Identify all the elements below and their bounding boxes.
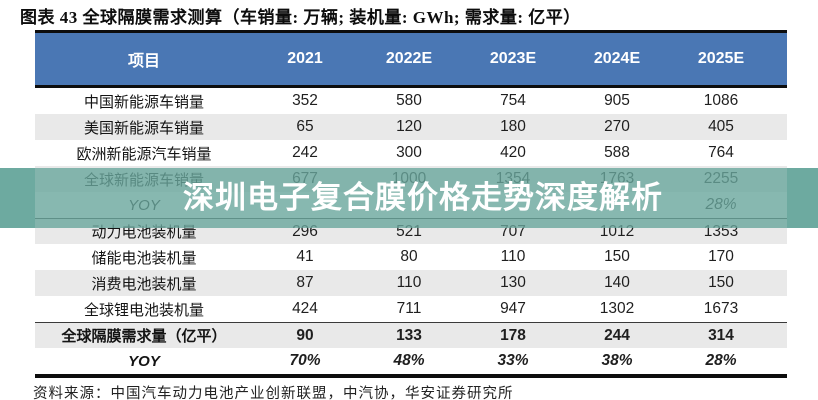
value-cell: 70% bbox=[289, 352, 321, 369]
value-cell: 314 bbox=[708, 326, 734, 344]
table-row: 全球锂电池装机量 424 711 947 1302 1673 bbox=[35, 296, 787, 322]
value-cell: 1086 bbox=[703, 92, 739, 109]
value-cell: 133 bbox=[396, 326, 422, 344]
source-note: 资料来源：中国汽车动力电池产业创新联盟，中汽协，华安证券研究所 bbox=[33, 386, 514, 400]
value-cell: 905 bbox=[604, 92, 630, 109]
table-row: 全球隔膜需求量（亿平） 90 133 178 244 314 bbox=[35, 322, 787, 348]
value-cell: 764 bbox=[708, 144, 734, 161]
value-cell: 150 bbox=[708, 274, 734, 291]
value-cell: 424 bbox=[292, 300, 318, 317]
watermark-band: 深圳电子复合膜价格走势深度解析 bbox=[0, 168, 818, 228]
value-cell: 38% bbox=[601, 352, 633, 369]
table-row: 欧洲新能源汽车销量 242 300 420 588 764 bbox=[35, 140, 787, 166]
value-cell: 65 bbox=[296, 118, 314, 135]
value-cell: 580 bbox=[396, 92, 422, 109]
value-cell: 588 bbox=[604, 144, 630, 161]
row-label: 欧洲新能源汽车销量 bbox=[76, 146, 212, 163]
value-cell: 242 bbox=[292, 144, 318, 161]
figure-title: 图表 43 全球隔膜需求测算（车销量: 万辆; 装机量: GWh; 需求量: 亿… bbox=[20, 8, 581, 27]
value-cell: 33% bbox=[497, 352, 529, 369]
value-cell: 180 bbox=[500, 118, 526, 135]
value-cell: 244 bbox=[604, 326, 630, 344]
row-label: 消费电池装机量 bbox=[91, 276, 197, 293]
table-row: YOY 70% 48% 33% 38% 28% bbox=[35, 348, 787, 374]
watermark-text: 深圳电子复合膜价格走势深度解析 bbox=[183, 180, 663, 216]
watermark-left-cap bbox=[0, 168, 35, 228]
value-cell: 300 bbox=[396, 144, 422, 161]
value-cell: 754 bbox=[500, 92, 526, 109]
table-row: 中国新能源车销量 352 580 754 905 1086 bbox=[35, 88, 787, 114]
value-cell: 87 bbox=[296, 274, 314, 291]
value-cell: 405 bbox=[708, 118, 734, 135]
value-cell: 48% bbox=[393, 352, 425, 369]
value-cell: 41 bbox=[296, 248, 314, 265]
value-cell: 352 bbox=[292, 92, 318, 109]
row-label: 中国新能源车销量 bbox=[83, 94, 204, 111]
table-row: 储能电池装机量 41 80 110 150 170 bbox=[35, 244, 787, 270]
value-cell: 110 bbox=[396, 274, 422, 291]
row-label: 美国新能源车销量 bbox=[83, 120, 204, 137]
header-cell-year-2022e: 2022E bbox=[385, 50, 433, 67]
row-label: 全球锂电池装机量 bbox=[83, 302, 204, 319]
value-cell: 1302 bbox=[599, 300, 635, 317]
value-cell: 420 bbox=[500, 144, 526, 161]
table-row: 美国新能源车销量 65 120 180 270 405 bbox=[35, 114, 787, 140]
table-row: 消费电池装机量 87 110 130 140 150 bbox=[35, 270, 787, 296]
value-cell: 947 bbox=[500, 300, 526, 317]
row-label: YOY bbox=[128, 352, 160, 370]
watermark-right-cap bbox=[787, 168, 818, 228]
header-cell-year-2021: 2021 bbox=[287, 50, 323, 67]
value-cell: 150 bbox=[604, 248, 630, 265]
value-cell: 130 bbox=[500, 274, 526, 291]
value-cell: 270 bbox=[604, 118, 630, 135]
header-cell-year-2025e: 2025E bbox=[697, 50, 745, 67]
header-cell-year-2024e: 2024E bbox=[593, 50, 641, 67]
header-cell-year-2023e: 2023E bbox=[489, 50, 537, 67]
value-cell: 178 bbox=[500, 326, 526, 344]
value-cell: 28% bbox=[705, 352, 737, 369]
header-cell-item: 项目 bbox=[127, 53, 160, 70]
row-label: 全球隔膜需求量（亿平） bbox=[61, 329, 227, 345]
value-cell: 80 bbox=[400, 248, 418, 265]
table-header-row: 项目 2021 2022E 2023E 2024E 2025E bbox=[35, 30, 787, 88]
value-cell: 110 bbox=[500, 248, 526, 265]
value-cell: 90 bbox=[296, 326, 314, 344]
row-label: 储能电池装机量 bbox=[91, 250, 197, 267]
table-body: 中国新能源车销量 352 580 754 905 1086 美国新能源车销量 65 120 180… bbox=[35, 88, 787, 378]
value-cell: 170 bbox=[708, 248, 734, 265]
value-cell: 120 bbox=[396, 118, 422, 135]
row-label: 动力电池装机量 bbox=[91, 225, 197, 241]
value-cell: 711 bbox=[396, 300, 422, 317]
value-cell: 140 bbox=[604, 274, 630, 291]
value-cell: 1673 bbox=[703, 300, 739, 317]
